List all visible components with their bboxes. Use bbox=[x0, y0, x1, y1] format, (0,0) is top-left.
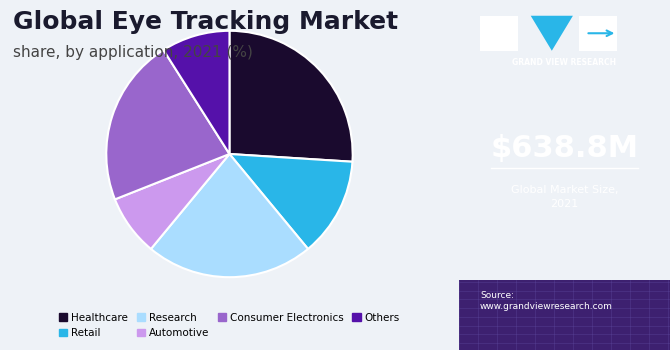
Bar bbox=[459, 280, 670, 350]
Bar bbox=[580, 16, 617, 51]
Wedge shape bbox=[115, 154, 229, 249]
Legend: Healthcare, Retail, Research, Automotive, Consumer Electronics, Others: Healthcare, Retail, Research, Automotive… bbox=[55, 309, 404, 342]
Polygon shape bbox=[531, 16, 573, 51]
Text: $638.8M: $638.8M bbox=[490, 134, 639, 163]
Text: share, by application, 2021 (%): share, by application, 2021 (%) bbox=[13, 46, 253, 61]
Text: Source:
www.grandviewresearch.com: Source: www.grandviewresearch.com bbox=[480, 290, 613, 311]
Wedge shape bbox=[229, 31, 352, 162]
Wedge shape bbox=[229, 154, 352, 249]
Wedge shape bbox=[151, 154, 308, 277]
Wedge shape bbox=[163, 31, 230, 154]
Bar bbox=[480, 16, 518, 51]
Text: Global Market Size,
2021: Global Market Size, 2021 bbox=[511, 186, 618, 209]
Text: GRAND VIEW RESEARCH: GRAND VIEW RESEARCH bbox=[513, 58, 616, 67]
Wedge shape bbox=[107, 50, 229, 200]
Text: Global Eye Tracking Market: Global Eye Tracking Market bbox=[13, 10, 399, 35]
